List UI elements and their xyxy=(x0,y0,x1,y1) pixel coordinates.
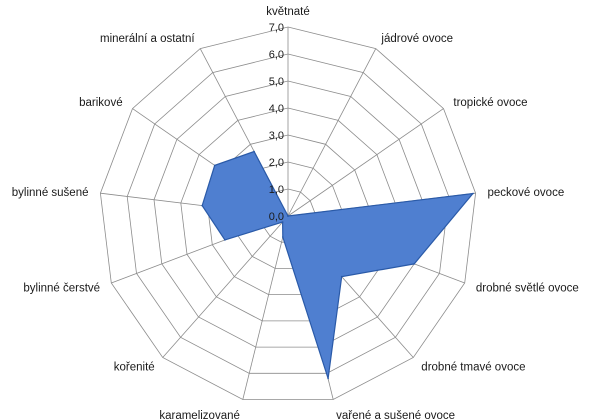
r-tick-label: 7,0 xyxy=(269,22,284,34)
radial-axis: 0,0 1,0 2,0 3,0 4,0 5,0 6,0 7,0 xyxy=(269,22,284,223)
data-point-6 xyxy=(327,377,329,380)
r-tick-label: 1,0 xyxy=(269,184,284,196)
r-tick-label: 0,0 xyxy=(269,211,284,223)
grid-ring-4 xyxy=(180,107,396,322)
category-label: bylinné sušené xyxy=(12,187,89,199)
r-tick-label: 4,0 xyxy=(269,103,284,115)
category-label: vařené a sušené ovoce xyxy=(336,410,455,420)
category-label: květnaté xyxy=(266,6,309,18)
r-tick-label: 3,0 xyxy=(269,130,284,142)
series-area-0 xyxy=(201,150,475,379)
category-label: peckové ovoce xyxy=(488,187,565,199)
spoke-1 xyxy=(287,48,377,217)
category-label: kořenité xyxy=(114,362,155,374)
grid-ring-6 xyxy=(126,53,450,374)
category-label: jádrové ovoce xyxy=(380,33,453,45)
category-label: drobné světlé ovoce xyxy=(476,282,579,294)
category-label: barikové xyxy=(79,97,122,109)
spoke-8 xyxy=(162,215,289,358)
data-point-3 xyxy=(472,192,474,195)
data-point-7 xyxy=(282,236,284,238)
spoke-2 xyxy=(287,108,444,217)
data-point-5 xyxy=(340,275,343,278)
category-label: drobné tmavé ovoce xyxy=(421,362,525,374)
data-point-11 xyxy=(213,164,216,167)
grid-ring-7 xyxy=(99,26,477,400)
r-tick-label: 5,0 xyxy=(269,76,284,88)
data-point-12 xyxy=(253,150,255,153)
data-point-2 xyxy=(287,215,289,217)
spoke-7 xyxy=(242,215,289,400)
data-point-9 xyxy=(224,239,226,241)
category-label: tropické ovoce xyxy=(453,97,527,109)
data-point-10 xyxy=(201,204,203,207)
category-axis: květnaté jádrové ovoce tropické ovoce pecko… xyxy=(12,6,579,420)
r-tick-label: 6,0 xyxy=(269,49,284,61)
r-tick-label: 2,0 xyxy=(269,157,284,169)
category-label: karamelizované xyxy=(159,410,240,420)
grid-ring-5 xyxy=(153,80,423,348)
data-point-4 xyxy=(413,263,416,265)
radar-series xyxy=(201,150,475,380)
category-label: minerální a ostatní xyxy=(100,33,195,45)
category-label: bylinné čerstvé xyxy=(23,282,100,294)
data-point-8 xyxy=(281,221,284,223)
